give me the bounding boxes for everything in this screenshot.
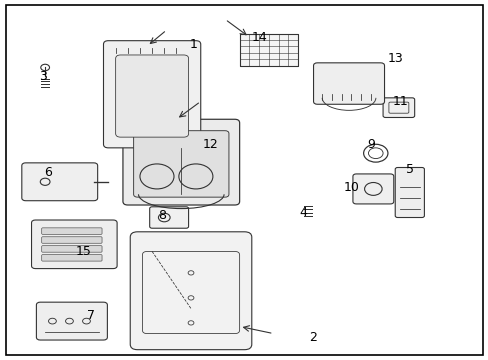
Text: 4: 4 bbox=[298, 206, 306, 219]
Text: 3: 3 bbox=[39, 70, 46, 83]
Text: 13: 13 bbox=[386, 52, 402, 65]
Text: 14: 14 bbox=[251, 31, 266, 44]
FancyBboxPatch shape bbox=[122, 119, 239, 205]
Text: 15: 15 bbox=[76, 245, 92, 258]
FancyBboxPatch shape bbox=[116, 55, 188, 137]
Text: 5: 5 bbox=[405, 163, 413, 176]
FancyBboxPatch shape bbox=[22, 163, 98, 201]
Text: 12: 12 bbox=[202, 138, 218, 151]
FancyBboxPatch shape bbox=[41, 228, 102, 234]
FancyBboxPatch shape bbox=[103, 41, 201, 148]
FancyBboxPatch shape bbox=[31, 220, 117, 269]
FancyBboxPatch shape bbox=[41, 237, 102, 243]
Bar bbox=[239, 33, 297, 66]
FancyBboxPatch shape bbox=[382, 98, 414, 117]
Text: 8: 8 bbox=[158, 209, 165, 222]
Text: 2: 2 bbox=[308, 331, 316, 344]
Text: 7: 7 bbox=[87, 309, 95, 322]
FancyBboxPatch shape bbox=[36, 302, 107, 340]
Text: 11: 11 bbox=[391, 95, 407, 108]
FancyBboxPatch shape bbox=[41, 246, 102, 252]
FancyBboxPatch shape bbox=[133, 131, 228, 197]
Text: 10: 10 bbox=[343, 181, 359, 194]
FancyBboxPatch shape bbox=[313, 63, 384, 104]
FancyBboxPatch shape bbox=[130, 232, 251, 350]
FancyBboxPatch shape bbox=[394, 167, 424, 217]
FancyBboxPatch shape bbox=[352, 174, 393, 204]
FancyBboxPatch shape bbox=[41, 255, 102, 261]
Text: 9: 9 bbox=[366, 138, 374, 151]
Text: 6: 6 bbox=[43, 166, 51, 179]
FancyBboxPatch shape bbox=[149, 207, 188, 228]
Text: 1: 1 bbox=[189, 38, 197, 51]
